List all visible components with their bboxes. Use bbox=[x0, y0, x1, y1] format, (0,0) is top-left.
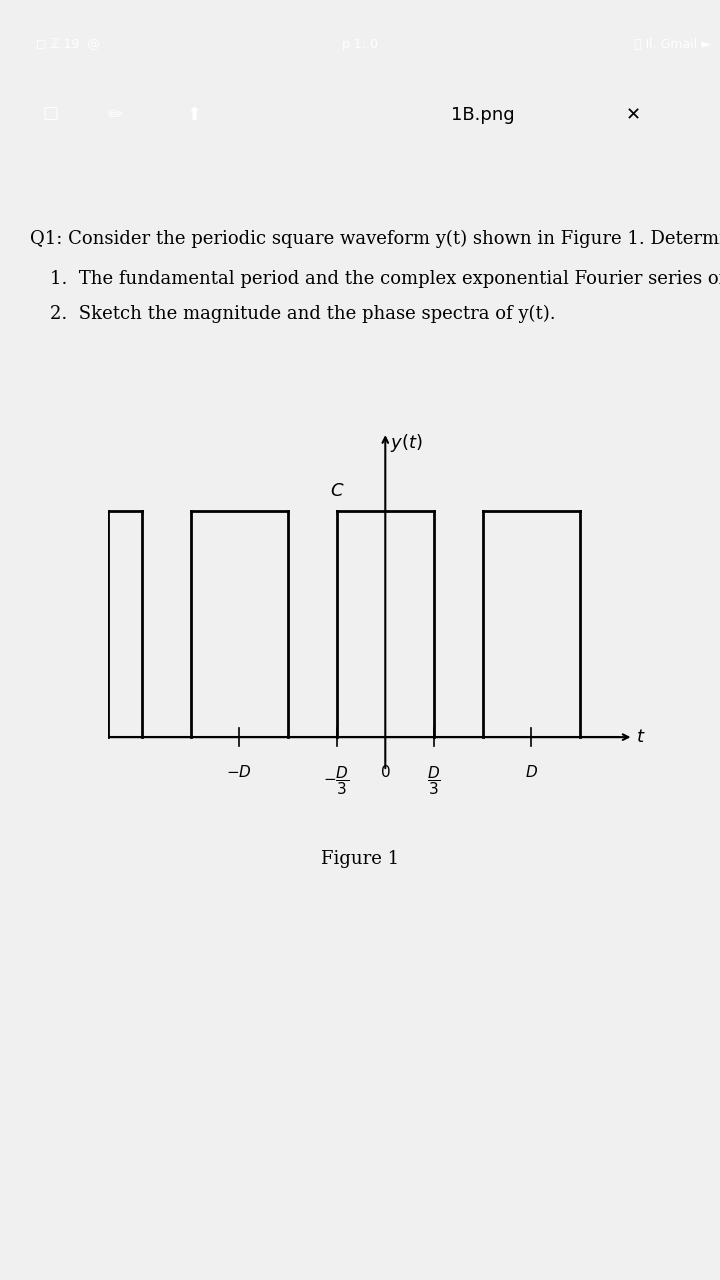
Text: ⬆: ⬆ bbox=[186, 106, 202, 124]
Text: p 1:.0: p 1:.0 bbox=[342, 38, 378, 51]
Text: 奈 Il. Gmail ►: 奈 Il. Gmail ► bbox=[634, 38, 711, 51]
Text: ✕: ✕ bbox=[626, 106, 642, 124]
Text: $-D$: $-D$ bbox=[227, 764, 252, 781]
Text: 2.  Sketch the magnitude and the phase spectra of y(t).: 2. Sketch the magnitude and the phase sp… bbox=[50, 305, 556, 323]
Text: $\dfrac{D}{3}$: $\dfrac{D}{3}$ bbox=[427, 764, 441, 797]
Text: Figure 1: Figure 1 bbox=[321, 850, 399, 868]
Text: $C$: $C$ bbox=[330, 483, 344, 500]
Text: $0$: $0$ bbox=[380, 764, 391, 781]
Text: $t$: $t$ bbox=[636, 728, 646, 746]
Text: $D$: $D$ bbox=[525, 764, 538, 781]
Text: 1B.png: 1B.png bbox=[451, 106, 514, 124]
Text: 1.  The fundamental period and the complex exponential Fourier series of y(t).: 1. The fundamental period and the comple… bbox=[50, 270, 720, 288]
Text: ✏: ✏ bbox=[107, 106, 123, 124]
Text: ◻ ℤ.19  @: ◻ ℤ.19 @ bbox=[36, 38, 100, 51]
Text: $-\dfrac{D}{3}$: $-\dfrac{D}{3}$ bbox=[323, 764, 350, 797]
Text: Q1: Consider the periodic square waveform y(t) shown in Figure 1. Determine: Q1: Consider the periodic square wavefor… bbox=[30, 229, 720, 248]
Text: ☐: ☐ bbox=[42, 106, 58, 124]
Text: $y(t)$: $y(t)$ bbox=[390, 433, 423, 454]
